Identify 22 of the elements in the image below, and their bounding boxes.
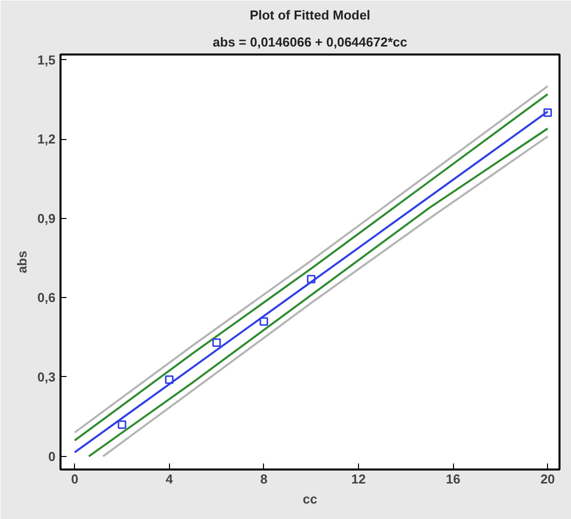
point [165,375,174,384]
x-tick-label: 8 [260,472,268,486]
y-tick-label: 1,2 [37,132,56,147]
chart-title: Plot of Fitted Model [250,8,370,22]
point [260,317,268,326]
point [543,108,552,117]
y-tick-label: 0,6 [37,290,56,306]
x-tick-label: 16 [446,472,460,486]
y-tick-label: 0 [48,448,56,464]
point [212,338,221,347]
point [306,274,316,284]
chart-subtitle: abs = 0,0146066 + 0,0644672*cc [212,34,408,50]
y-tick-label: 0,3 [37,369,56,384]
x-tick-label: 0 [71,472,78,486]
x-axis-title: cc [302,492,318,506]
y-tick-label: 1,5 [37,52,56,68]
y-tick-label: 0,9 [37,210,56,226]
y-axis-title: abs [14,250,30,274]
x-tick-label: 4 [166,472,174,486]
x-tick-label: 20 [540,472,555,486]
x-tick-label: 12 [351,472,366,486]
point [118,420,126,429]
